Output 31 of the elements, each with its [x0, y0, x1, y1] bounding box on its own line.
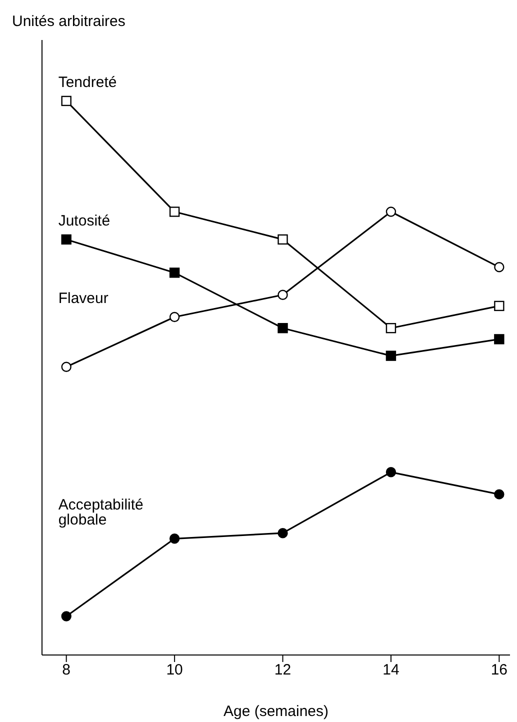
x-tick-label: 16	[490, 662, 508, 679]
point	[386, 206, 396, 217]
x-tick-label: 12	[274, 662, 292, 679]
point	[169, 268, 180, 278]
series-label: Tendreté	[58, 74, 117, 91]
x-tick-label: 14	[382, 662, 400, 679]
point	[61, 234, 72, 245]
point	[386, 467, 396, 478]
series-label: Jutosité	[58, 212, 110, 230]
point	[386, 323, 396, 334]
point	[61, 611, 72, 622]
point	[494, 300, 504, 312]
point	[61, 96, 72, 106]
point	[169, 206, 180, 217]
point	[61, 362, 72, 372]
x-tick-label: 10	[166, 662, 183, 679]
point	[169, 312, 180, 322]
point	[169, 534, 180, 544]
point	[494, 334, 504, 344]
x-axis-title: Age (semaines)	[223, 703, 329, 720]
point	[278, 290, 288, 300]
series-label: Acceptabilité globale	[58, 496, 144, 529]
point	[278, 323, 288, 334]
text: Flaveur	[58, 290, 108, 308]
x-tick-label: 8	[62, 662, 71, 679]
point	[494, 489, 504, 500]
y-axis-title: Unités arbitraires	[12, 13, 126, 30]
point	[494, 262, 504, 272]
point	[278, 234, 288, 245]
point	[278, 528, 288, 538]
point	[386, 350, 396, 361]
